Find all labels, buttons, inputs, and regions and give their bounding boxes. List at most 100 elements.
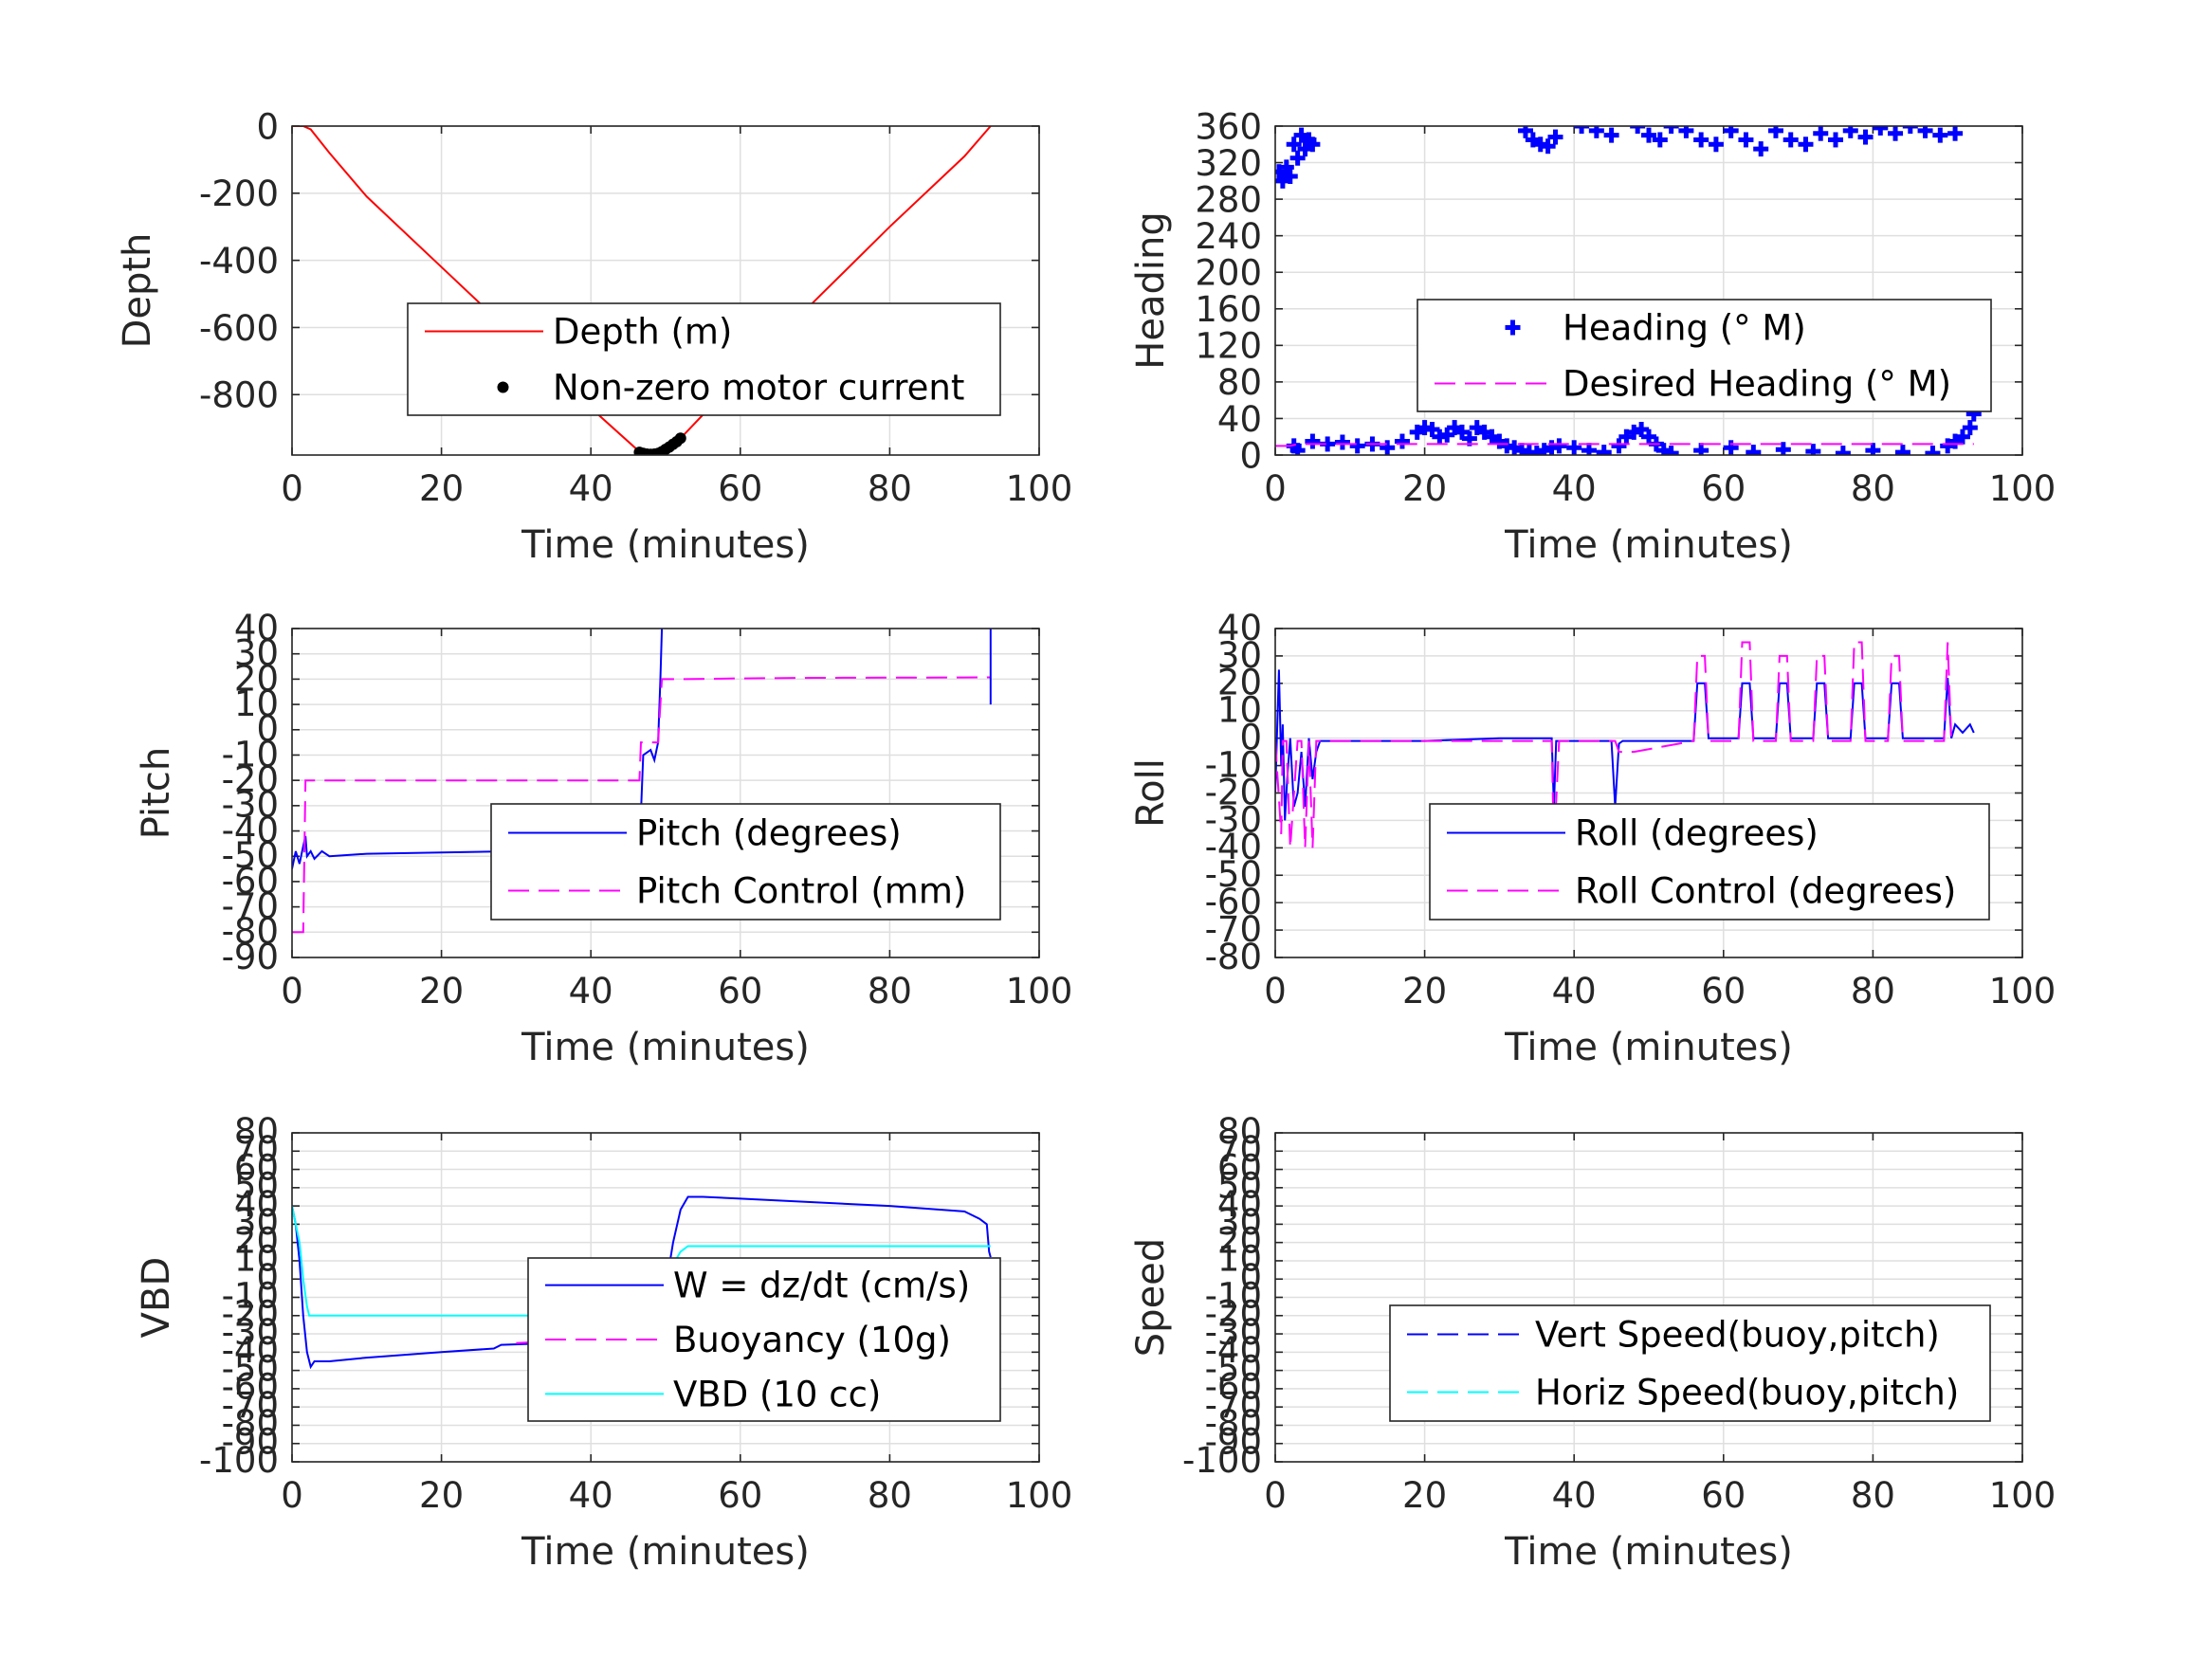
data-point <box>1813 126 1829 141</box>
legend-entry-pitch-control-mm: Pitch Control (mm) <box>508 871 966 912</box>
x-tick-label: 80 <box>868 468 912 509</box>
y-tick-label: 40 <box>1217 608 1262 648</box>
series-non-zero-motor-current-points <box>633 432 686 455</box>
legend-box <box>407 302 1001 416</box>
y-tick-label: 360 <box>1195 106 1262 147</box>
axes-frame <box>291 125 1040 456</box>
y-tick-label: 10 <box>1217 1239 1262 1280</box>
y-tick-label: 320 <box>1195 143 1262 184</box>
data-point <box>1334 434 1350 450</box>
y-tick-label: -70 <box>222 885 279 926</box>
legend-swatch <box>497 381 509 393</box>
y-tick-label: -800 <box>199 375 279 416</box>
legend-box <box>1429 803 1990 921</box>
data-point <box>1641 127 1656 143</box>
data-point <box>1782 132 1799 148</box>
y-tick-label: -70 <box>1205 909 1262 950</box>
legend-label: Pitch (degrees) <box>636 813 902 854</box>
legend-entry-desired-heading-m: Desired Heading (° M) <box>1435 364 1951 405</box>
x-tick-label: 60 <box>1701 1475 1746 1516</box>
x-tick-label: 100 <box>1006 971 1073 1012</box>
y-tick-label: -70 <box>1205 1385 1262 1426</box>
x-axis-label: Time (minutes) <box>1504 1530 1793 1574</box>
data-point <box>1693 132 1709 148</box>
y-tick-label: 30 <box>1217 635 1262 676</box>
data-point <box>1865 443 1881 455</box>
x-tick-label: 40 <box>569 1475 613 1516</box>
y-tick-label: -10 <box>222 1275 279 1316</box>
x-tick-label: 40 <box>1552 1475 1597 1516</box>
legend-label: Horiz Speed(buoy,pitch) <box>1535 1373 1959 1413</box>
legend-entry-w-dz-dt-cm-s: W = dz/dt (cm/s) <box>545 1266 970 1306</box>
y-tick-label: 0 <box>1239 718 1262 758</box>
y-tick-label: 30 <box>1217 1202 1262 1243</box>
y-tick-label: 20 <box>234 658 279 699</box>
x-tick-label: 60 <box>718 468 762 509</box>
y-tick-label: -400 <box>199 241 279 282</box>
y-tick-label: -80 <box>222 1403 279 1444</box>
chart-roll: 0 20 40 60 80 100-80-70-60-50-40-30-20-100102… <box>1129 608 2056 1069</box>
y-tick-label: 0 <box>256 106 279 147</box>
x-tick-label: 0 <box>1264 468 1287 509</box>
y-tick-label: 20 <box>1217 1220 1262 1261</box>
y-tick-label: -40 <box>1205 827 1262 867</box>
legend-label: Vert Speed(buoy,pitch) <box>1535 1315 1940 1356</box>
y-tick-label: -30 <box>222 785 279 826</box>
legend-box <box>490 803 1001 921</box>
data-point <box>1954 428 1970 445</box>
legend-box <box>1417 299 1992 412</box>
data-point <box>1962 420 1978 436</box>
data-point <box>1630 126 1646 134</box>
series-roll-control-degrees-line <box>1275 641 1953 848</box>
y-tick-label: 30 <box>234 633 279 674</box>
legend: Heading (° M) Desired Heading (° M) <box>1417 299 1992 412</box>
legend-label: Buoyancy (10g) <box>673 1320 951 1360</box>
x-axis-label: Time (minutes) <box>1504 1026 1793 1069</box>
data-point <box>1286 137 1302 153</box>
data-point <box>1349 438 1365 454</box>
series-layer <box>1275 126 1982 455</box>
data-point <box>1708 137 1724 153</box>
y-tick-label: 20 <box>234 1220 279 1261</box>
y-tick-label: 80 <box>1217 1111 1262 1152</box>
data-point <box>1932 127 1948 143</box>
x-axis-label: Time (minutes) <box>521 1530 810 1574</box>
y-tick-label: 200 <box>1195 253 1262 294</box>
y-tick-label: 40 <box>1217 399 1262 440</box>
legend-label: Desired Heading (° M) <box>1563 364 1951 405</box>
x-tick-label: 80 <box>1851 468 1895 509</box>
y-tick-label: -50 <box>1205 1348 1262 1389</box>
y-tick-label: -200 <box>199 173 279 214</box>
x-tick-label: 100 <box>1006 1475 1073 1516</box>
y-tick-label: -90 <box>1205 1422 1262 1463</box>
data-point <box>1902 126 1918 134</box>
data-point <box>1282 169 1298 185</box>
legend: W = dz/dt (cm/s) Buoyancy (10g) VBD (10 cc… <box>527 1257 1001 1422</box>
y-tick-label: -50 <box>222 1348 279 1389</box>
data-point <box>674 432 686 445</box>
data-point <box>1888 126 1904 141</box>
data-point <box>1551 438 1567 454</box>
legend-entry-depth-m: Depth (m) <box>425 312 732 353</box>
x-tick-label: 40 <box>1552 971 1597 1012</box>
data-point <box>1828 132 1843 148</box>
y-tick-label: -30 <box>1205 799 1262 840</box>
y-tick-label: -20 <box>222 1294 279 1335</box>
x-tick-label: 40 <box>1552 468 1597 509</box>
y-axis-label: Depth <box>116 233 159 349</box>
x-tick-label: 20 <box>419 1475 464 1516</box>
x-tick-label: 60 <box>718 1475 762 1516</box>
data-point <box>1693 443 1709 455</box>
data-point <box>1805 444 1821 455</box>
x-tick-label: 20 <box>1402 468 1447 509</box>
series-desired-heading-m-line <box>1275 443 1974 447</box>
y-tick-label: -60 <box>1205 882 1262 922</box>
chart-pitch: 0 20 40 60 80 100-90-80-70-60-50-40-30-20-100… <box>135 608 1072 1069</box>
data-point <box>1517 126 1533 138</box>
legend-label: Roll Control (degrees) <box>1575 871 1956 912</box>
y-tick-label: -600 <box>199 308 279 349</box>
y-tick-label: -80 <box>1205 937 1262 977</box>
y-tick-label: -90 <box>222 937 279 977</box>
y-tick-label: -30 <box>1205 1312 1262 1353</box>
